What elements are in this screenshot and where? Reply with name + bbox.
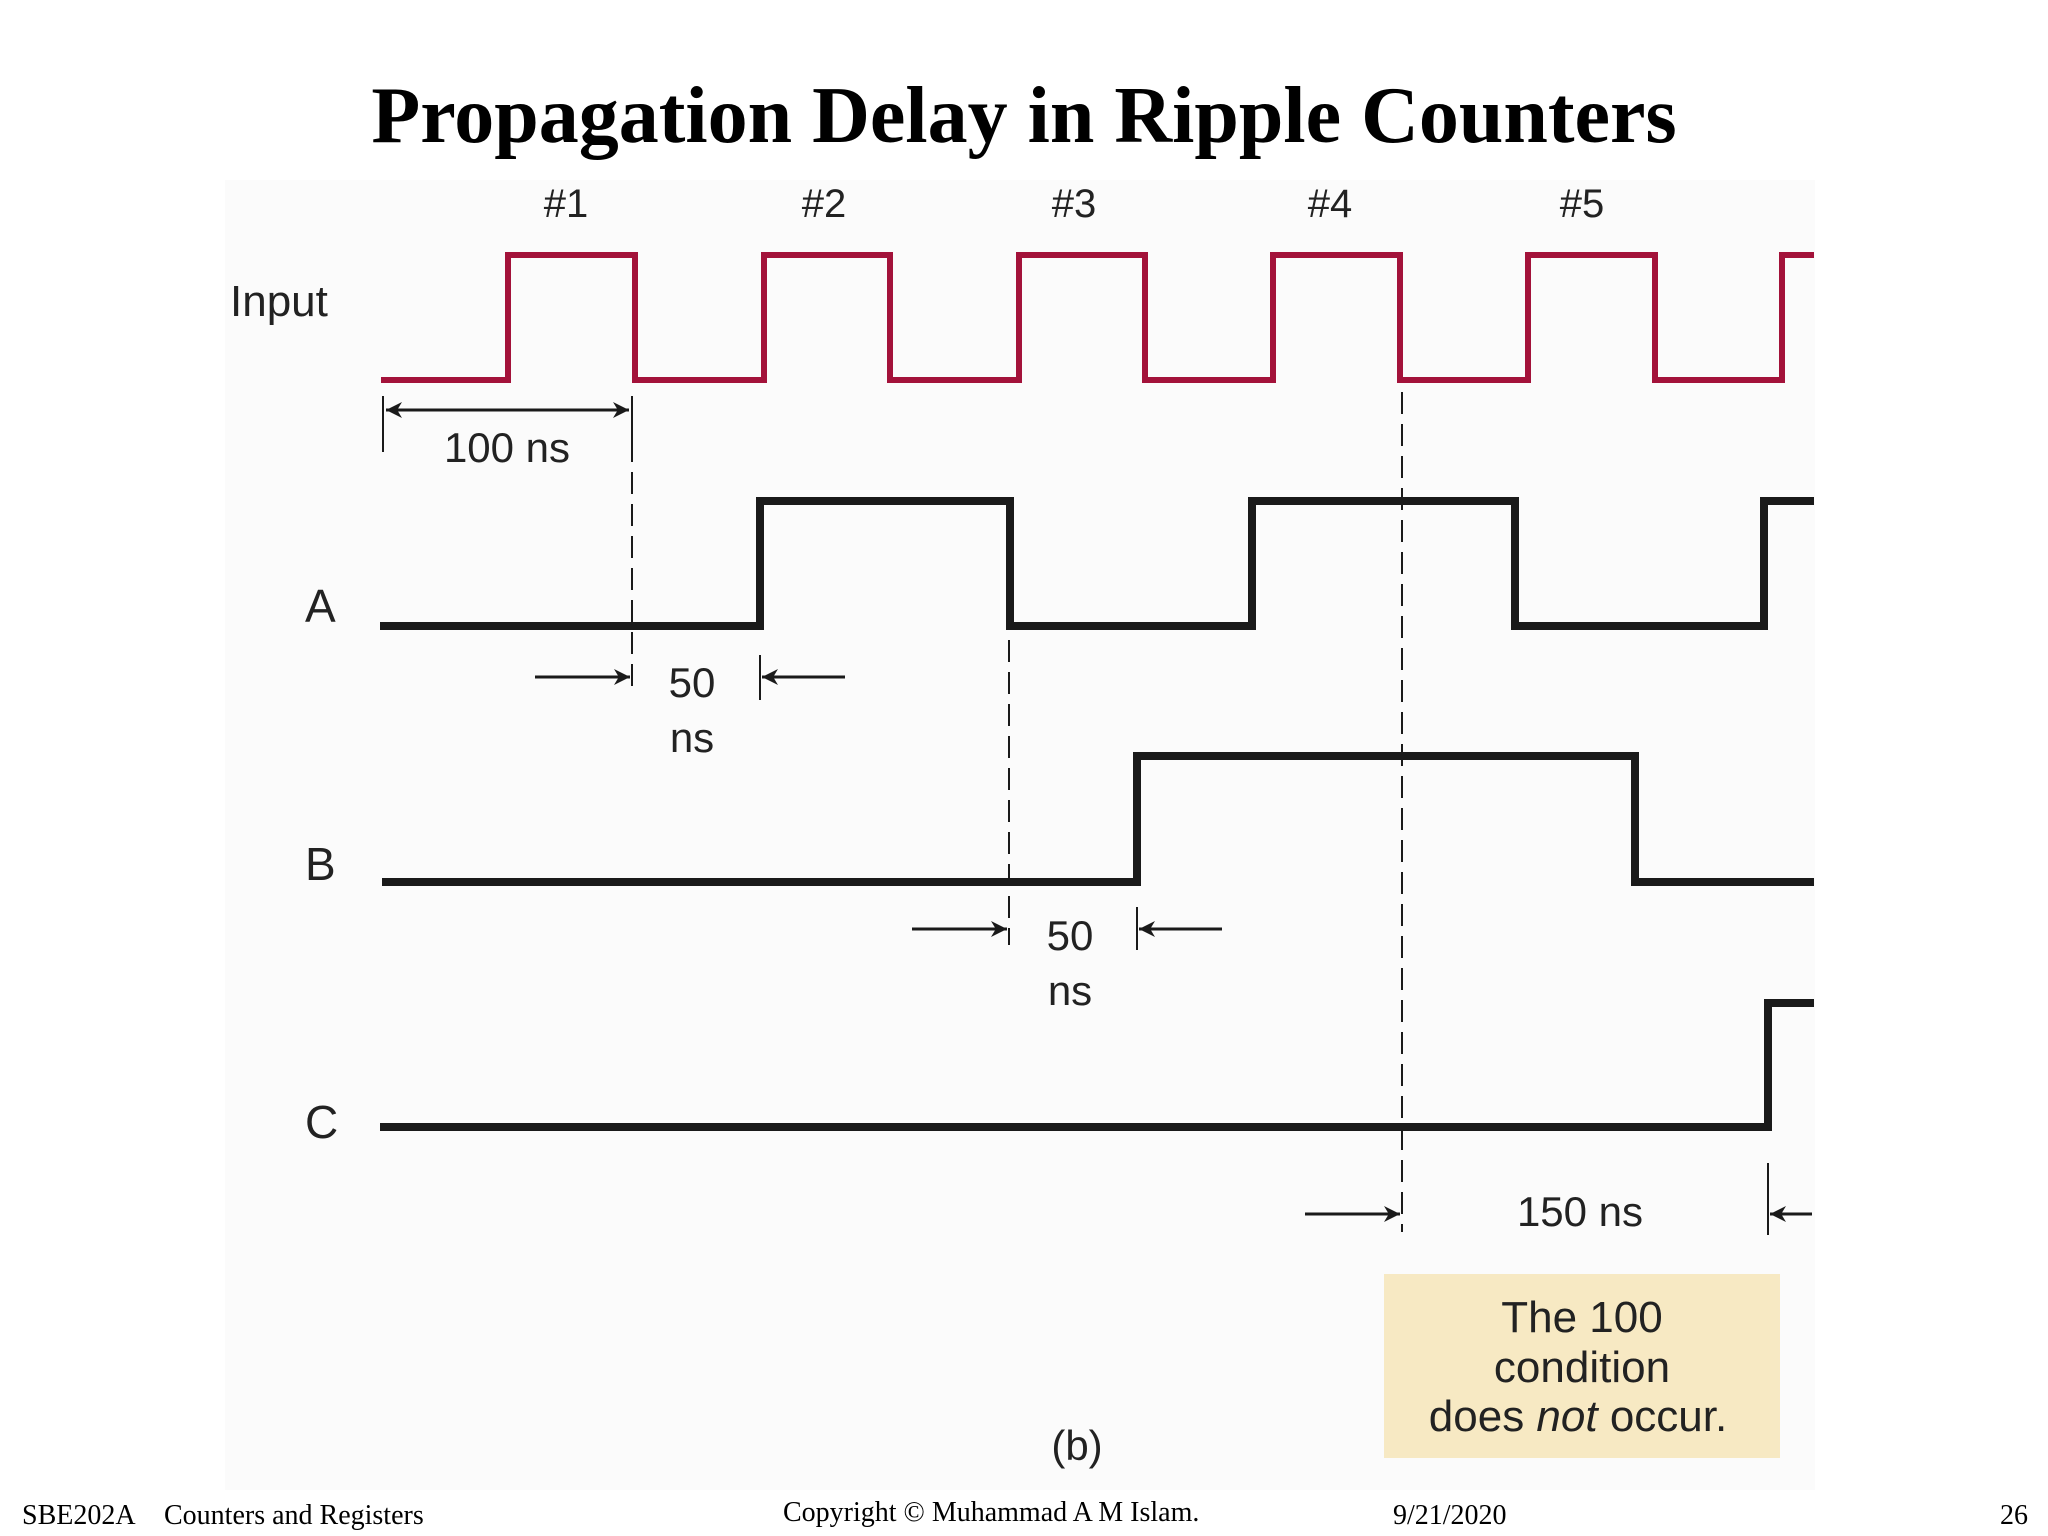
signal-label-input: Input [230,277,328,326]
b-waveform [382,752,1814,886]
note-line-3-post: occur. [1598,1392,1728,1441]
note-line-2: condition [1494,1343,1670,1392]
delay-b-value: 50 [1047,912,1094,959]
c-waveform [380,999,1814,1131]
pulse-label-4: #4 [1308,182,1353,226]
signal-label-b: B [305,838,336,890]
pulse-label-2: #2 [802,182,847,226]
delay-c-label: 150 ns [1517,1188,1643,1235]
note-line-3-emphasis: not [1536,1392,1599,1441]
delay-a-unit: ns [670,714,714,761]
footer-date: 9/21/2020 [1393,1500,1507,1531]
slide-title: Propagation Delay in Ripple Counters [371,72,1677,160]
footer-course: SBE202A [22,1500,136,1531]
pulse-label-5: #5 [1560,182,1605,226]
input-waveform [381,252,1814,383]
diagram-background [225,180,1815,1490]
signal-label-a: A [305,580,336,632]
footer-topic: Counters and Registers [164,1500,424,1531]
footer-copyright: Copyright © Muhammad A M Islam. [783,1497,1200,1528]
pulse-label-3: #3 [1052,182,1097,226]
note-box [1384,1274,1780,1458]
note-line-3: does not occur. [1429,1392,1727,1441]
signal-label-c: C [305,1096,338,1148]
note-line-1: The 100 [1501,1293,1662,1342]
delay-a-value: 50 [669,659,716,706]
footer-page-number: 26 [2000,1500,2028,1531]
period-label: 100 ns [444,424,570,471]
a-waveform [380,497,1814,630]
note-line-3-pre: does [1429,1392,1537,1441]
figure-caption: (b) [1051,1422,1102,1469]
delay-b-unit: ns [1048,967,1092,1014]
pulse-label-1: #1 [544,182,589,226]
